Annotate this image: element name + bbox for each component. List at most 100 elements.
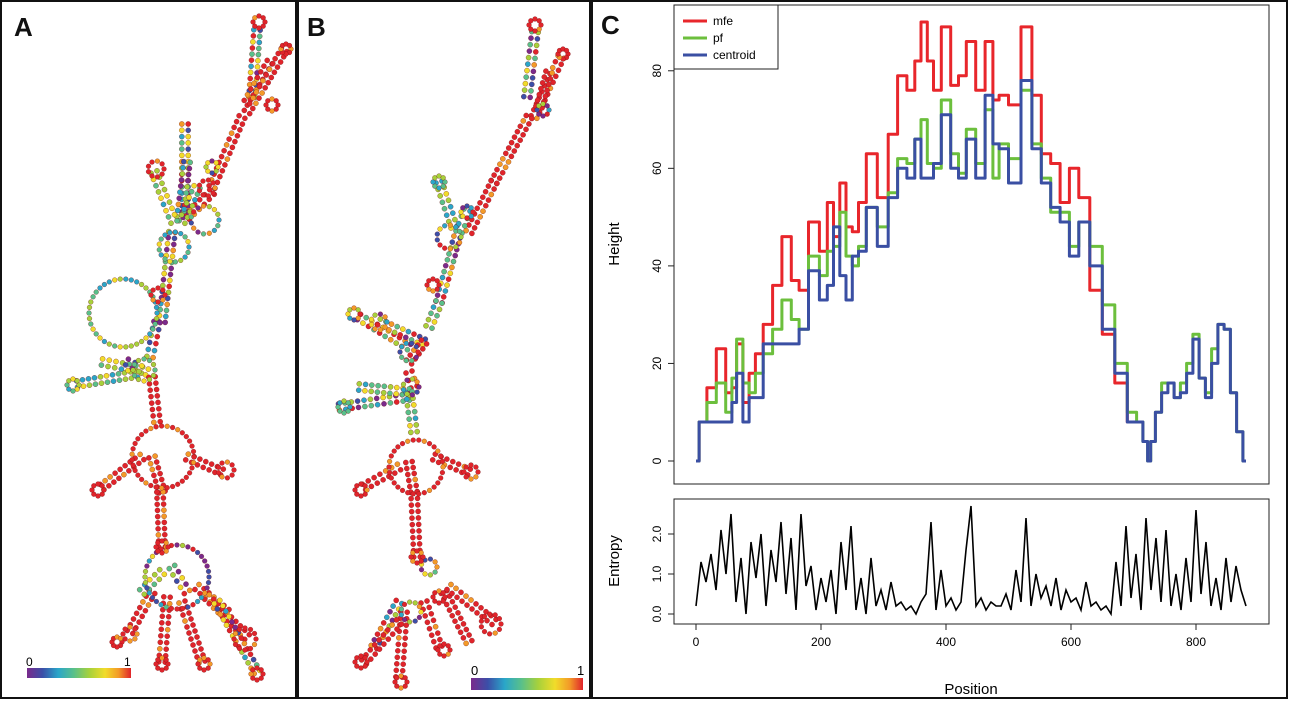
nucleotide — [154, 174, 160, 180]
nucleotide — [185, 133, 191, 140]
nucleotide — [113, 358, 119, 365]
nucleotide — [403, 459, 409, 466]
nucleotide — [143, 335, 149, 341]
nucleotide — [172, 229, 178, 235]
nucleotide — [365, 478, 371, 484]
nucleotide — [505, 145, 512, 151]
nucleotide — [250, 95, 256, 101]
scale-a-max: 1 — [124, 655, 131, 669]
nucleotide — [508, 139, 515, 146]
nucleotide — [160, 287, 166, 293]
nucleotide — [232, 138, 238, 145]
nucleotide — [491, 186, 497, 192]
nucleotide — [143, 480, 149, 486]
nucleotide — [394, 384, 400, 391]
nucleotide — [206, 600, 212, 607]
nucleotide — [247, 100, 253, 107]
nucleotide — [163, 307, 170, 314]
nucleotide — [157, 418, 163, 425]
nucleotide — [525, 54, 532, 61]
nucleotide — [155, 526, 161, 532]
nucleotide — [216, 217, 222, 223]
nucleotide — [146, 558, 152, 564]
nucleotide — [164, 193, 170, 199]
nucleotide — [418, 567, 425, 573]
nucleotide — [139, 476, 145, 482]
nucleotide — [453, 467, 459, 473]
nucleotide — [98, 362, 105, 368]
nucleotide — [165, 613, 172, 620]
nucleotide — [391, 448, 397, 454]
nucleotide — [121, 471, 127, 478]
nucleotide — [206, 186, 213, 193]
nucleotide — [392, 612, 399, 618]
nucleotide — [414, 389, 420, 395]
nucleotide — [373, 395, 380, 402]
nucleotide — [407, 352, 413, 358]
nucleotide — [388, 475, 394, 481]
nucleotide — [112, 343, 118, 349]
nucleotide — [260, 15, 266, 21]
scale-b-max: 1 — [577, 663, 584, 678]
nucleotide — [439, 470, 445, 476]
nucleotide — [111, 365, 118, 371]
nucleotide — [155, 399, 161, 406]
nucleotide — [409, 528, 416, 534]
nucleotide — [141, 378, 147, 384]
nucleotide — [247, 651, 254, 658]
nucleotide — [161, 270, 167, 277]
nucleotide — [79, 377, 86, 383]
nucleotide — [164, 485, 170, 491]
nucleotide — [431, 484, 437, 490]
nucleotide — [135, 357, 142, 364]
nucleotide — [127, 638, 133, 644]
nucleotide — [397, 332, 403, 338]
nucleotide — [423, 323, 429, 329]
nucleotide — [142, 568, 149, 574]
nucleotide — [167, 258, 173, 264]
nucleotide — [434, 564, 440, 570]
nucleotide — [200, 203, 207, 209]
nucleotide — [468, 597, 474, 603]
nucleotide — [254, 74, 261, 81]
nucleotide — [98, 380, 105, 386]
nucleotide — [191, 182, 197, 189]
nucleotide — [404, 402, 411, 409]
nucleotide — [414, 428, 420, 435]
nucleotide — [122, 376, 129, 382]
nucleotide — [142, 607, 149, 614]
nucleotide — [248, 57, 255, 63]
nucleotide — [219, 168, 226, 174]
nucleotide — [134, 341, 140, 347]
nucleotide — [461, 469, 467, 475]
nucleotide — [453, 585, 459, 592]
nucleotide — [190, 602, 196, 608]
nucleotide — [147, 460, 154, 467]
nucleotide — [196, 182, 203, 188]
nucleotide — [174, 606, 180, 612]
panel-b-label: B — [307, 12, 326, 42]
nucleotide — [451, 233, 457, 239]
nucleotide — [452, 604, 458, 610]
nucleotide — [443, 601, 450, 608]
nucleotide — [387, 384, 394, 390]
nucleotide — [161, 513, 167, 520]
legend: mfe pf centroid — [673, 4, 779, 70]
nucleotide — [211, 600, 217, 607]
nucleotide — [489, 621, 495, 628]
nucleotide — [174, 218, 180, 224]
nucleotide — [156, 406, 162, 412]
nucleotide — [265, 79, 271, 86]
nucleotide — [387, 608, 393, 615]
nucleotide — [356, 381, 363, 387]
nucleotide — [148, 482, 154, 489]
nucleotide — [246, 631, 253, 638]
nucleotide — [217, 173, 223, 180]
nucleotide — [496, 616, 502, 622]
nucleotide — [123, 344, 129, 350]
nucleotide — [547, 75, 554, 82]
nucleotide — [88, 321, 94, 327]
nucleotide — [117, 276, 123, 282]
nucleotide — [226, 627, 233, 634]
nucleotide — [534, 36, 541, 42]
